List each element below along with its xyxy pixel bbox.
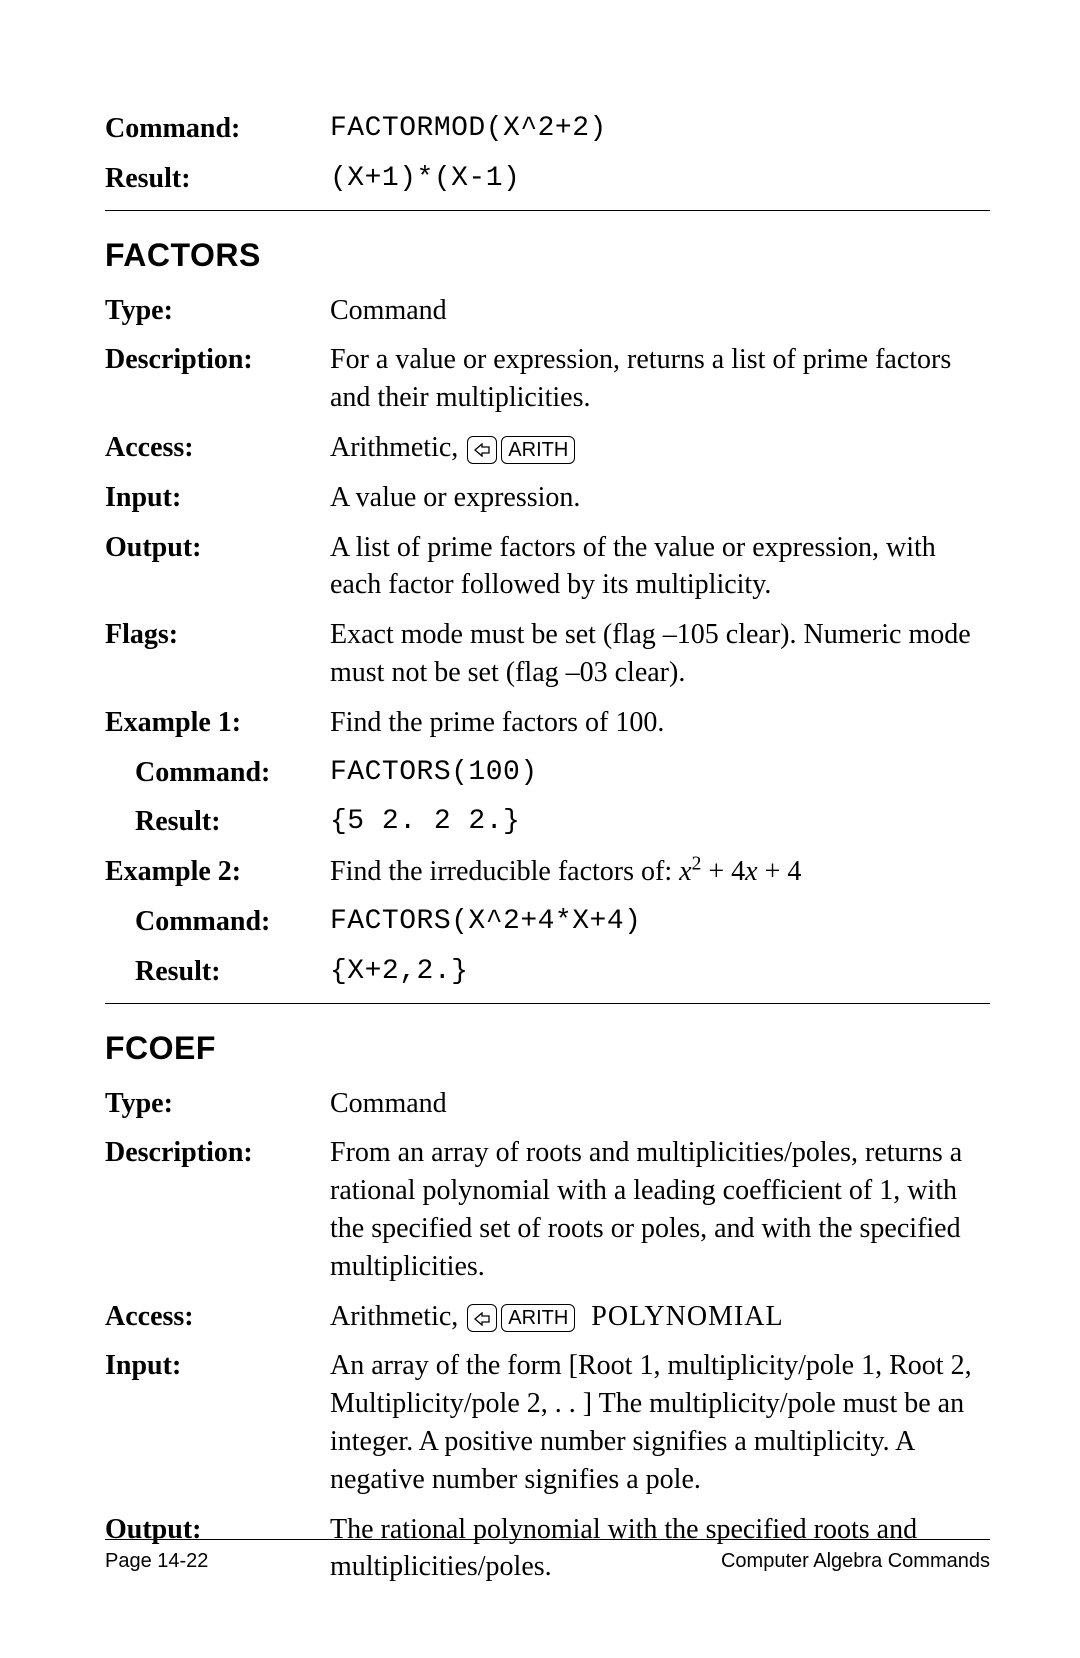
entry-row: Command:FACTORS(X^2+4*X+4) xyxy=(105,903,990,941)
entry-row: Input:A value or expression. xyxy=(105,479,990,517)
entry-value: Arithmetic, ARITH POLYNOMIAL xyxy=(330,1298,990,1336)
key-sequence: ARITH POLYNOMIAL xyxy=(465,1301,783,1332)
entry-label: Access: xyxy=(105,1298,330,1336)
entry-value: The rational polynomial with the specifi… xyxy=(330,1511,990,1587)
entry-row: Command:FACTORS(100) xyxy=(105,754,990,792)
left-shift-key-icon xyxy=(467,1304,497,1332)
math-prefix: Find the irreducible factors of: xyxy=(330,856,679,887)
entry-value: Arithmetic, ARITH xyxy=(330,429,990,467)
entry-value: A list of prime factors of the value or … xyxy=(330,529,990,605)
arith-key: ARITH xyxy=(501,436,575,464)
section-rule xyxy=(105,210,990,211)
entry-value: For a value or expression, returns a lis… xyxy=(330,341,990,417)
entry-row: Output:A list of prime factors of the va… xyxy=(105,529,990,605)
entry-row: Input:An array of the form [Root 1, mult… xyxy=(105,1347,990,1498)
entry-row: Description:From an array of roots and m… xyxy=(105,1134,990,1285)
arith-key: ARITH xyxy=(501,1304,575,1332)
entry-label: Result: xyxy=(105,803,330,841)
entry-row: Description:For a value or expression, r… xyxy=(105,341,990,417)
math-sup: 2 xyxy=(692,854,702,875)
top-result-value: (X+1)*(X-1) xyxy=(330,160,990,198)
top-command-row: Command: FACTORMOD(X^2+2) xyxy=(105,110,990,148)
entry-value: Command xyxy=(330,1085,990,1123)
footer-right: Computer Algebra Commands xyxy=(721,1550,990,1573)
math-var: x xyxy=(679,856,691,887)
section-title: FCOEF xyxy=(105,1030,990,1067)
entry-row: Result:{X+2,2.} xyxy=(105,953,990,991)
entry-row: Flags:Exact mode must be set (flag –105 … xyxy=(105,616,990,692)
entry-label: Command: xyxy=(105,903,330,941)
section-rule xyxy=(105,1003,990,1004)
entry-label: Type: xyxy=(105,292,330,330)
entry-value: {5 2. 2 2.} xyxy=(330,803,990,841)
entry-row: Type:Command xyxy=(105,292,990,330)
footer-left: Page 14-22 xyxy=(105,1550,208,1573)
entry-value: From an array of roots and multiplicitie… xyxy=(330,1134,990,1285)
footer-rule xyxy=(105,1539,990,1540)
entry-row: Result:{5 2. 2 2.} xyxy=(105,803,990,841)
entry-value: A value or expression. xyxy=(330,479,990,517)
section-title: FACTORS xyxy=(105,237,990,274)
entry-row: Type:Command xyxy=(105,1085,990,1123)
entry-label: Description: xyxy=(105,1134,330,1172)
entry-label: Access: xyxy=(105,429,330,467)
entry-value: {X+2,2.} xyxy=(330,953,990,991)
entry-label: Result: xyxy=(105,953,330,991)
top-result-row: Result: (X+1)*(X-1) xyxy=(105,160,990,198)
entry-row: Example 2:Find the irreducible factors o… xyxy=(105,853,990,891)
entry-label: Example 2: xyxy=(105,853,330,891)
entry-value: FACTORS(100) xyxy=(330,754,990,792)
entry-value: Find the irreducible factors of: x2 + 4x… xyxy=(330,853,990,891)
entry-value: FACTORS(X^2+4*X+4) xyxy=(330,903,990,941)
key-sequence: ARITH xyxy=(465,432,577,463)
entry-row: Access:Arithmetic, ARITH POLYNOMIAL xyxy=(105,1298,990,1336)
access-prefix: Arithmetic, xyxy=(330,432,465,463)
entry-row: Access:Arithmetic, ARITH xyxy=(105,429,990,467)
entry-label: Output: xyxy=(105,1511,330,1549)
math-rest: + 4x + 4 xyxy=(701,856,801,887)
entry-label: Flags: xyxy=(105,616,330,654)
entry-value: An array of the form [Root 1, multiplici… xyxy=(330,1347,990,1498)
sections-container: FACTORSType:CommandDescription:For a val… xyxy=(105,237,990,1587)
top-command-label: Command: xyxy=(105,110,330,148)
top-command-value: FACTORMOD(X^2+2) xyxy=(330,110,990,148)
access-prefix: Arithmetic, xyxy=(330,1301,465,1332)
entry-row: Output:The rational polynomial with the … xyxy=(105,1511,990,1587)
entry-label: Input: xyxy=(105,479,330,517)
entry-row: Example 1:Find the prime factors of 100. xyxy=(105,704,990,742)
entry-label: Command: xyxy=(105,754,330,792)
left-shift-key-icon xyxy=(467,436,497,464)
access-suffix: POLYNOMIAL xyxy=(583,1301,783,1332)
entry-label: Output: xyxy=(105,529,330,567)
entry-label: Example 1: xyxy=(105,704,330,742)
page-footer: Page 14-22 Computer Algebra Commands xyxy=(105,1550,990,1573)
entry-value: Exact mode must be set (flag –105 clear)… xyxy=(330,616,990,692)
top-result-label: Result: xyxy=(105,160,330,198)
entry-label: Description: xyxy=(105,341,330,379)
entry-label: Type: xyxy=(105,1085,330,1123)
entry-value: Find the prime factors of 100. xyxy=(330,704,990,742)
entry-label: Input: xyxy=(105,1347,330,1385)
top-example-block: Command: FACTORMOD(X^2+2) Result: (X+1)*… xyxy=(105,110,990,198)
entry-value: Command xyxy=(330,292,990,330)
